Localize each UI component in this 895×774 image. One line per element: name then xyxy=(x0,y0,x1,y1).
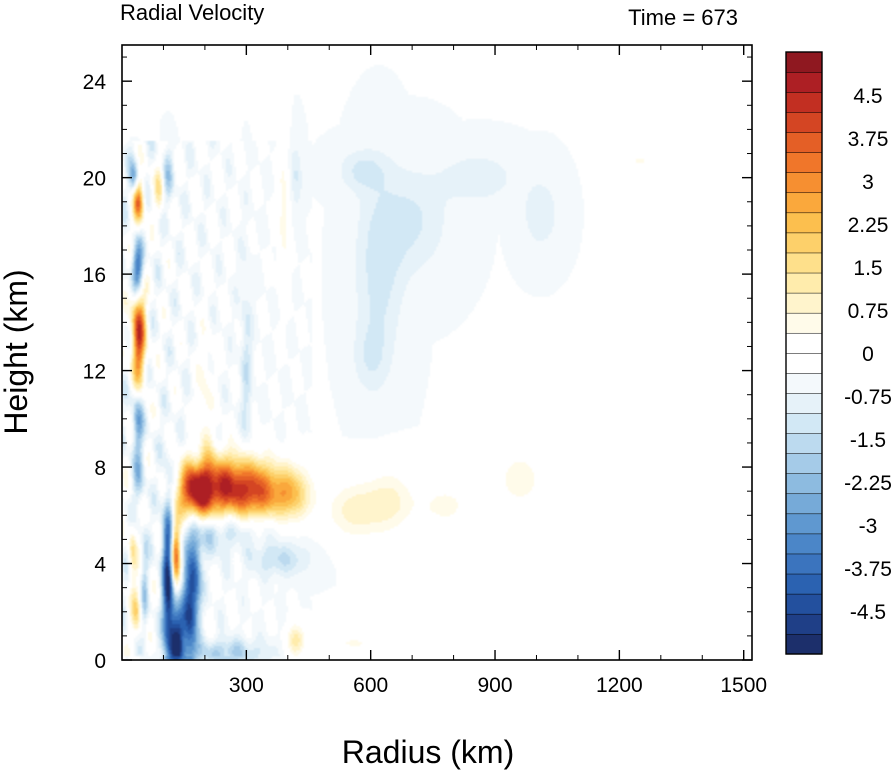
y-tick-label: 12 xyxy=(83,361,106,384)
colorbar-swatch xyxy=(785,111,823,133)
colorbar-swatch xyxy=(785,573,823,595)
colorbar-swatch xyxy=(785,212,823,234)
colorbar-swatch xyxy=(785,412,823,434)
colorbar-swatch xyxy=(785,312,823,334)
colorbar-label: -1.5 xyxy=(850,429,886,452)
plot-frame xyxy=(121,44,753,661)
colorbar-swatch xyxy=(785,152,823,173)
colorbar-label: 1.5 xyxy=(853,257,882,280)
colorbar-swatch xyxy=(785,51,823,73)
x-tick-label: 300 xyxy=(229,674,264,697)
y-tick-label: 16 xyxy=(83,264,106,287)
colorbar-swatch xyxy=(785,453,823,474)
colorbar-label: -0.75 xyxy=(844,386,892,409)
colorbar-swatch xyxy=(785,272,823,294)
colorbar-label: 4.5 xyxy=(853,85,882,108)
colorbar-swatch xyxy=(785,332,823,354)
colorbar-swatch xyxy=(785,172,823,194)
chart-title-left: Radial Velocity xyxy=(120,0,264,25)
colorbar-swatch xyxy=(785,292,823,314)
colorbar-swatch xyxy=(785,513,823,535)
x-tick-label: 900 xyxy=(478,674,513,697)
colorbar-swatch xyxy=(785,392,823,414)
colorbar-swatch xyxy=(785,473,823,495)
x-tick-label: 1500 xyxy=(720,674,767,697)
colorbar-label: 3.75 xyxy=(848,128,889,151)
chart-title-right: Time = 673 xyxy=(628,5,738,30)
colorbar-swatch xyxy=(785,533,823,555)
colorbar-swatch xyxy=(785,132,823,153)
colorbar-swatch xyxy=(785,252,823,274)
y-axis-label: Height (km) xyxy=(0,269,34,434)
colorbar-label: 0.75 xyxy=(848,300,889,323)
colorbar-swatch xyxy=(785,232,823,254)
colorbar-swatch xyxy=(785,372,823,394)
y-tick-label: 0 xyxy=(94,650,106,673)
colorbar-swatch xyxy=(785,91,823,113)
colorbar-swatch xyxy=(785,433,823,454)
colorbar-swatch xyxy=(785,593,823,615)
colorbar-label: -3 xyxy=(859,515,878,538)
y-axis: 0 4 8 12 16 20 24 xyxy=(83,56,752,673)
heatmap-image xyxy=(122,45,752,660)
x-tick-label: 1200 xyxy=(596,674,643,697)
colorbar-label: -3.75 xyxy=(844,558,892,581)
colorbar-label: -2.25 xyxy=(844,472,892,495)
x-axis: 300 600 900 1200 1500 xyxy=(162,45,767,697)
y-tick-label: 8 xyxy=(94,457,106,480)
y-tick-label: 20 xyxy=(83,168,106,191)
y-tick-label: 4 xyxy=(94,554,106,577)
colorbar-label: 3 xyxy=(862,171,874,194)
x-axis-label: Radius (km) xyxy=(342,734,514,770)
x-tick-label: 600 xyxy=(353,674,388,697)
colorbar-swatch xyxy=(785,192,823,214)
colorbar-swatch xyxy=(785,71,823,93)
colorbar-label: 2.25 xyxy=(848,214,889,237)
colorbar-swatch xyxy=(785,493,823,515)
colorbar-swatch xyxy=(785,613,823,635)
colorbar-swatch xyxy=(785,553,823,575)
heatmap-field xyxy=(122,45,752,660)
colorbar-frame xyxy=(785,51,823,655)
colorbar-label: 0 xyxy=(862,343,874,366)
colorbar-swatch xyxy=(785,633,823,655)
colorbar-swatch xyxy=(785,352,823,374)
colorbar: 4.5 3.75 3 2.25 1.5 0.75 0 -0.75 -1.5 -2.25 -3 -3.7… xyxy=(785,51,892,655)
colorbar-label: -4.5 xyxy=(850,601,886,624)
y-tick-label: 24 xyxy=(83,71,107,94)
